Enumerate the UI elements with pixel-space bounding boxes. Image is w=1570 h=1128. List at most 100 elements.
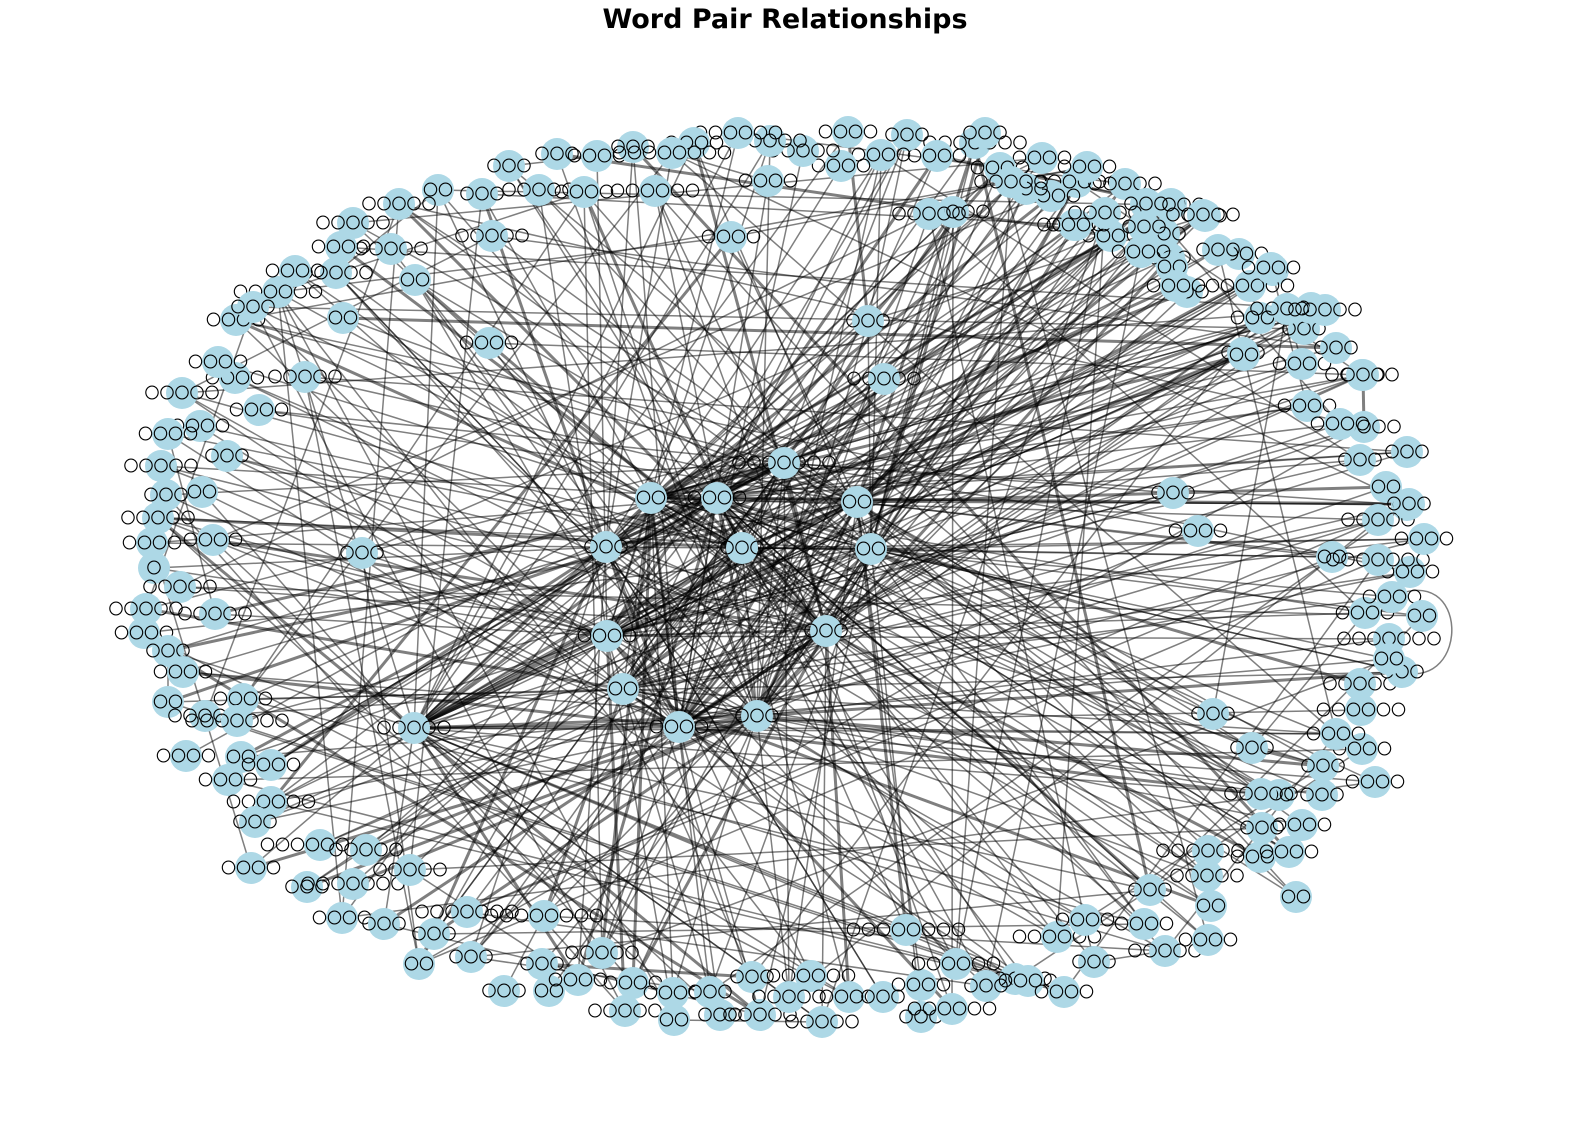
node-circle bbox=[891, 119, 923, 151]
node-circle bbox=[1192, 924, 1224, 956]
edge bbox=[622, 571, 1411, 690]
node-circle bbox=[211, 440, 243, 472]
graph-node: 〇〇〇〇 bbox=[1394, 523, 1454, 555]
node-circle bbox=[1069, 904, 1101, 936]
node-circle bbox=[590, 531, 622, 563]
graph-node: 〇〇〇 bbox=[534, 138, 580, 170]
graph-node: 〇〇 bbox=[403, 948, 435, 980]
graph-node: 〇〇〇〇 bbox=[1272, 348, 1332, 380]
edge bbox=[650, 374, 1364, 499]
edge bbox=[955, 181, 1012, 965]
edge bbox=[821, 630, 827, 1023]
graph-node: 〇〇〇 bbox=[1384, 436, 1430, 468]
node-circle bbox=[383, 188, 415, 220]
node-label: 〇〇〇 bbox=[232, 813, 277, 831]
node-circle bbox=[1071, 151, 1103, 183]
edge bbox=[1217, 249, 1337, 735]
node-label: 〇〇〇〇 bbox=[1335, 604, 1395, 622]
graph-node: 〇〇〇〇〇〇 bbox=[610, 175, 700, 207]
edge bbox=[716, 497, 1290, 853]
node-circle bbox=[773, 981, 805, 1013]
node-circle bbox=[701, 482, 733, 514]
node-circle bbox=[1089, 197, 1121, 229]
graph-node: 〇〇〇〇〇〇〇〇 bbox=[612, 137, 732, 169]
node-circle bbox=[586, 937, 618, 969]
node-circle bbox=[1320, 718, 1352, 750]
node-label: 〇〇〇 bbox=[719, 539, 764, 557]
graph-node: 〇〇〇〇〇〇 bbox=[1316, 694, 1406, 726]
node-circle bbox=[1391, 436, 1423, 468]
edge bbox=[622, 688, 753, 978]
node-label: 〇〇〇〇〇 bbox=[372, 861, 447, 879]
graph-node: 〇〇〇〇〇 bbox=[751, 981, 827, 1013]
graph-node: 〇〇〇〇 bbox=[1306, 718, 1366, 750]
node-label: 〇〇〇〇 bbox=[907, 147, 967, 165]
node-label: 〇〇〇 bbox=[481, 982, 526, 1000]
node-circle bbox=[476, 220, 508, 252]
edge bbox=[383, 727, 415, 925]
node-label: 〇〇〇〇〇 bbox=[353, 240, 428, 258]
edge bbox=[606, 501, 858, 637]
node-circle bbox=[523, 174, 555, 206]
graph-node: 〇〇〇〇 bbox=[1055, 904, 1115, 936]
edge bbox=[335, 272, 957, 965]
graph-node: 〇〇〇〇 bbox=[1241, 252, 1301, 284]
node-label: 〇〇〇〇 bbox=[649, 718, 709, 736]
graph-node: 〇〇〇〇 bbox=[1012, 142, 1072, 174]
graph-node: 〇〇〇 bbox=[803, 615, 849, 647]
edge bbox=[671, 152, 1337, 735]
edge bbox=[632, 146, 680, 728]
node-label: 〇〇〇 bbox=[1313, 339, 1358, 357]
graph-node: 〇〇〇 bbox=[860, 981, 906, 1013]
graph-node: 〇〇〇〇 bbox=[998, 965, 1058, 997]
node-circle bbox=[1309, 294, 1341, 326]
node-label: 〇〇〇〇 bbox=[1310, 415, 1370, 433]
node-label: 〇〇〇 bbox=[1229, 739, 1274, 757]
node-label: 〇〇〇〇 bbox=[603, 974, 663, 992]
node-label: 〇〇〇 bbox=[1340, 366, 1385, 384]
edge bbox=[788, 519, 1379, 998]
edge bbox=[413, 131, 849, 729]
graph-node: 〇〇〇 bbox=[1190, 698, 1236, 730]
edge bbox=[716, 134, 908, 499]
node-circle bbox=[304, 829, 336, 861]
graph-node: 〇〇〇〇 bbox=[819, 981, 879, 1013]
node-circle bbox=[591, 620, 623, 652]
node-label: 〇〇〇〇〇〇〇 bbox=[300, 875, 405, 893]
edge bbox=[783, 462, 1145, 925]
edge bbox=[678, 726, 1086, 921]
edge bbox=[622, 213, 1204, 691]
node-circle bbox=[940, 948, 972, 980]
node-circle bbox=[1291, 390, 1323, 422]
node-label: 〇〇〇 bbox=[610, 138, 655, 156]
edge bbox=[606, 635, 1390, 640]
edge bbox=[413, 423, 1341, 729]
graph-node: 〇〇〇〇〇 bbox=[142, 571, 218, 603]
graph-node: 〇〇〇〇 bbox=[603, 967, 663, 999]
edge bbox=[413, 352, 1244, 729]
node-circle bbox=[1246, 812, 1278, 844]
graph-node: 〇〇〇〇〇 bbox=[973, 166, 1049, 198]
node-label: 〇〇〇〇 bbox=[1146, 277, 1206, 295]
edge bbox=[306, 267, 1272, 888]
edge bbox=[542, 688, 625, 917]
edge bbox=[167, 649, 761, 1017]
node-circle bbox=[1348, 411, 1380, 443]
node-label: 〇〇 bbox=[842, 493, 872, 511]
node-label: 〇〇 bbox=[1374, 650, 1404, 668]
graph-node: 〇〇〇〇 bbox=[312, 902, 372, 934]
edge bbox=[409, 827, 1263, 871]
node-label: 〇〇〇〇〇 bbox=[564, 944, 639, 962]
edge bbox=[277, 291, 415, 729]
node-label: 〇〇〇〇〇〇〇 bbox=[184, 712, 289, 730]
graph-node: 〇〇〇〇 bbox=[1057, 151, 1117, 183]
edge bbox=[252, 306, 626, 1012]
graph-node: 〇〇 bbox=[152, 686, 184, 718]
edge bbox=[756, 670, 1403, 718]
node-label: 〇〇〇〇 bbox=[1277, 397, 1337, 415]
edge bbox=[491, 235, 1337, 349]
node-label: 〇〇〇〇〇 bbox=[501, 181, 576, 199]
graph-node: 〇〇〇〇 bbox=[153, 656, 213, 688]
node-label: 〇〇〇〇〇 bbox=[784, 1013, 859, 1031]
edge bbox=[227, 748, 1363, 781]
